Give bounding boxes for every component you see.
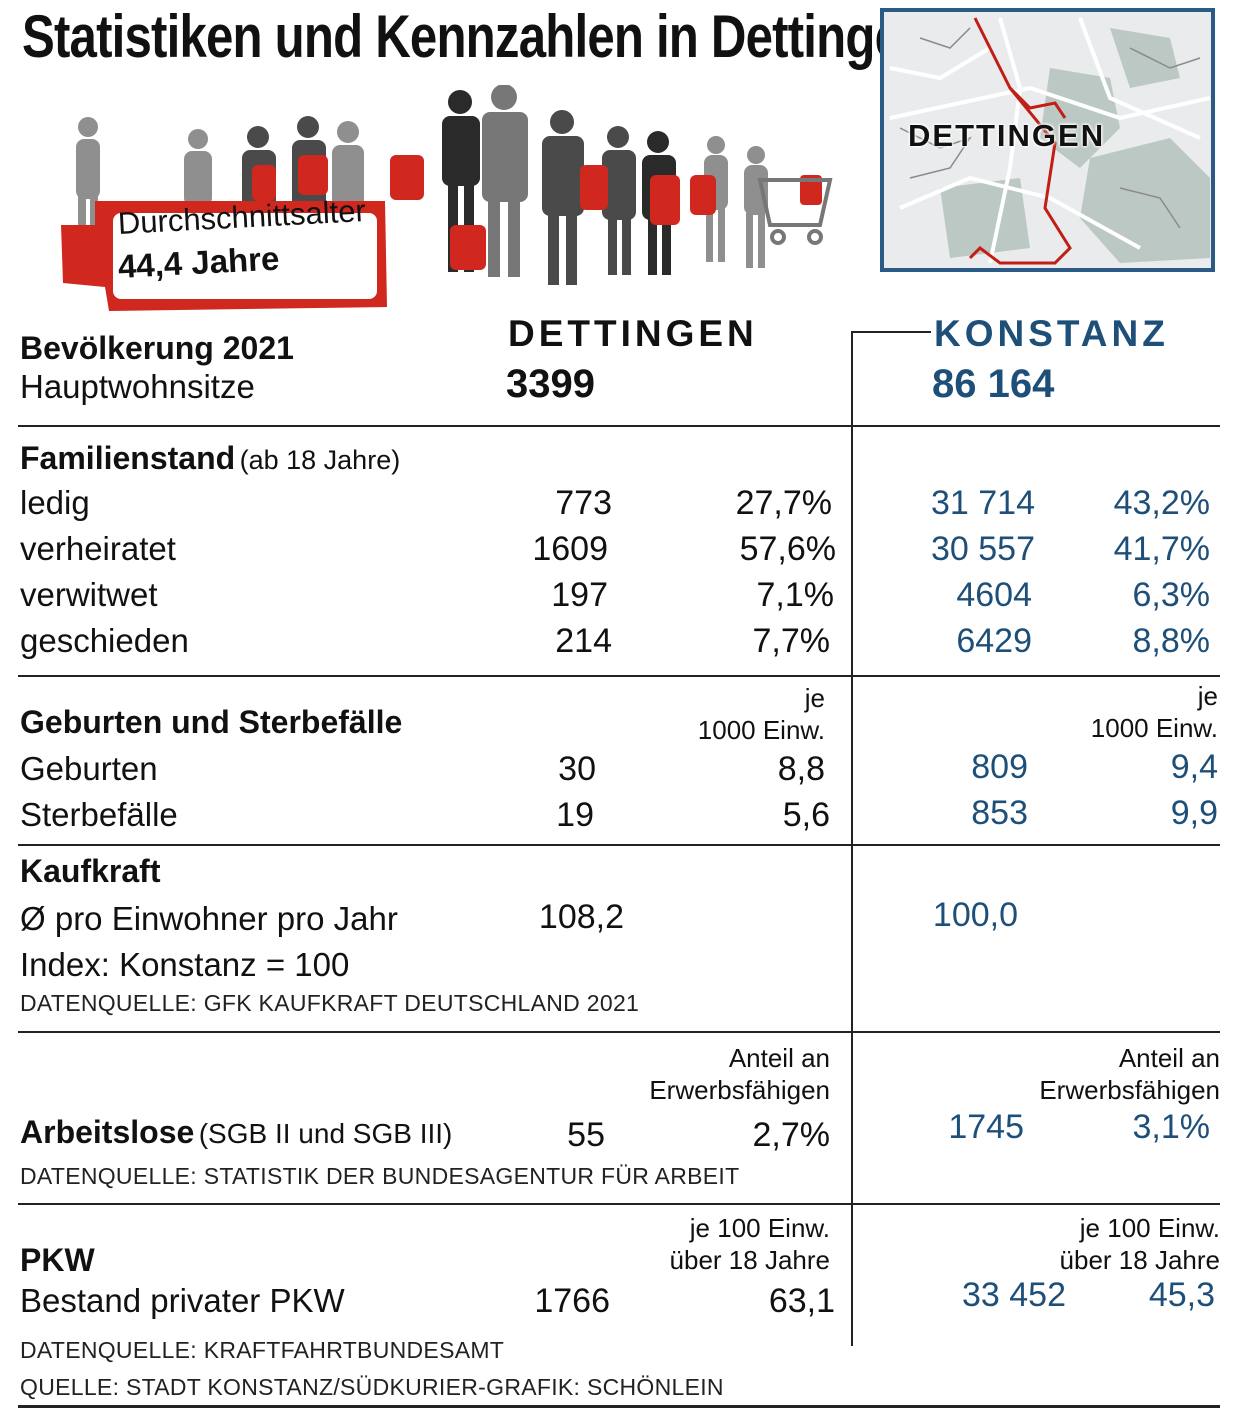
dettingen-count: 30 [558, 750, 596, 788]
arbeitslose-konstanz-count: 1745 [948, 1108, 1024, 1146]
pkw-konstanz-count: 33 452 [962, 1276, 1066, 1314]
unit-line: 1000 Einw. [697, 715, 825, 745]
pkw-source: DATENQUELLE: KRAFTFAHRTBUNDESAMT [20, 1337, 505, 1363]
dettingen-count: 1609 [532, 530, 608, 568]
map-dettingen [880, 8, 1215, 272]
dettingen-count: 19 [556, 796, 594, 834]
pkw-dettingen-count: 1766 [534, 1282, 610, 1320]
konstanz-percent: 6,3% [1132, 576, 1211, 614]
unit-line: 1000 Einw. [1090, 713, 1218, 743]
row-label: Sterbefälle [20, 796, 178, 833]
pkw-heading: PKW [20, 1242, 95, 1278]
header-bracket [851, 331, 931, 333]
divider-line [18, 844, 1220, 846]
dettingen-percent: 7,7% [752, 622, 831, 660]
unit-line: über 18 Jahre [1059, 1245, 1220, 1275]
unit-line: über 18 Jahre [669, 1245, 830, 1275]
unit-header-konstanz: je 100 Einw. über 18 Jahre [1030, 1212, 1220, 1276]
dettingen-rate: 8,8 [777, 750, 825, 788]
unit-line: Anteil an [1118, 1043, 1220, 1073]
footer-source: QUELLE: STADT KONSTANZ/SÜDKURIER-GRAFIK:… [20, 1374, 724, 1400]
unit-header-dettingen: Anteil an Erwerbsfähigen [640, 1042, 830, 1106]
dettingen-percent: 27,7% [735, 484, 832, 522]
kaufkraft-line2: Index: Konstanz = 100 [20, 946, 350, 983]
konstanz-count: 30 557 [931, 530, 1035, 568]
arbeitslose-dettingen-percent: 2,7% [752, 1116, 831, 1154]
divider-line [18, 675, 1220, 677]
konstanz-count: 31 714 [931, 484, 1035, 522]
unit-line: je 100 Einw. [1079, 1213, 1220, 1243]
arbeitslose-heading: Arbeitslose [20, 1114, 195, 1150]
kaufkraft-heading: Kaufkraft [20, 853, 161, 889]
kaufkraft-source: DATENQUELLE: GFK KAUFKRAFT DEUTSCHLAND 2… [20, 990, 640, 1016]
dettingen-count: 773 [555, 484, 612, 522]
divider-line [18, 1031, 1220, 1033]
row-label: geschieden [20, 622, 189, 659]
konstanz-count: 4604 [956, 576, 1032, 614]
arbeitslose-note: (SGB II und SGB III) [198, 1118, 453, 1149]
konstanz-percent: 8,8% [1132, 622, 1211, 660]
dettingen-count: 214 [555, 622, 612, 660]
konstanz-percent: 41,7% [1113, 530, 1210, 568]
arbeitslose-heading-group: Arbeitslose (SGB II und SGB III) [20, 1114, 452, 1151]
arbeitslose-dettingen-count: 55 [567, 1116, 605, 1154]
divider-line [18, 425, 1220, 427]
konstanz-count: 809 [971, 748, 1028, 786]
konstanz-percent: 43,2% [1113, 484, 1210, 522]
familienstand-heading-group: Familienstand (ab 18 Jahre) [20, 440, 400, 477]
konstanz-rate: 9,4 [1170, 748, 1218, 786]
unit-line: Anteil an [728, 1043, 830, 1073]
column-header-konstanz: KONSTANZ [934, 313, 1169, 354]
unit-line: je [1197, 681, 1218, 711]
row-label: Geburten [20, 750, 158, 787]
page-title: Statistiken und Kennzahlen in Dettingen [22, 3, 931, 70]
dettingen-percent: 57,6% [739, 530, 836, 568]
row-label: verwitwet [20, 576, 158, 613]
unit-line: je 100 Einw. [689, 1213, 830, 1243]
unit-line: je [804, 683, 825, 713]
geburten-heading: Geburten und Sterbefälle [20, 704, 403, 740]
population-subheading: Hauptwohnsitze [20, 368, 255, 405]
arbeitslose-konstanz-percent: 3,1% [1132, 1108, 1211, 1146]
column-header-dettingen: DETTINGEN [508, 313, 758, 354]
column-divider [851, 331, 853, 1346]
row-label: ledig [20, 484, 90, 521]
unit-header-dettingen: je 100 Einw. über 18 Jahre [640, 1212, 830, 1276]
crowd-illustration [76, 85, 833, 285]
kaufkraft-line1: Ø pro Einwohner pro Jahr [20, 900, 398, 937]
badge-frame [61, 201, 387, 311]
pkw-konstanz-rate: 45,3 [1148, 1276, 1215, 1314]
dettingen-percent: 7,1% [756, 576, 835, 614]
population-konstanz: 86 164 [932, 362, 1055, 406]
dettingen-count: 197 [551, 576, 608, 614]
dettingen-rate: 5,6 [782, 796, 830, 834]
footer-line [18, 1405, 1220, 1408]
unit-header-konstanz: je 1000 Einw. [1070, 680, 1218, 744]
population-dettingen: 3399 [506, 362, 595, 406]
unit-line: Erwerbsfähigen [1039, 1075, 1220, 1105]
population-heading: Bevölkerung 2021 [20, 330, 294, 366]
konstanz-count: 6429 [956, 622, 1032, 660]
pkw-line1: Bestand privater PKW [20, 1282, 345, 1319]
unit-header-dettingen: je 1000 Einw. [680, 682, 825, 746]
map-label: DETTINGEN [908, 118, 1106, 153]
unit-header-konstanz: Anteil an Erwerbsfähigen [1030, 1042, 1220, 1106]
arbeitslose-source: DATENQUELLE: STATISTIK DER BUNDESAGENTUR… [20, 1163, 740, 1189]
konstanz-count: 853 [971, 794, 1028, 832]
row-label: verheiratet [20, 530, 176, 567]
unit-line: Erwerbsfähigen [649, 1075, 830, 1105]
familienstand-note: (ab 18 Jahre) [239, 445, 401, 475]
pkw-dettingen-rate: 63,1 [768, 1282, 835, 1320]
kaufkraft-dettingen: 108,2 [538, 898, 624, 936]
kaufkraft-konstanz: 100,0 [932, 896, 1018, 934]
konstanz-rate: 9,9 [1170, 794, 1218, 832]
divider-line [18, 1203, 1220, 1205]
familienstand-heading: Familienstand [20, 440, 236, 476]
